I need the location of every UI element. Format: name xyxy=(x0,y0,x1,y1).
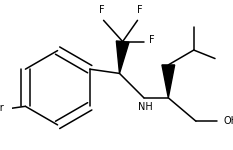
Polygon shape xyxy=(116,41,129,73)
Text: NH: NH xyxy=(137,102,152,112)
Polygon shape xyxy=(162,65,175,98)
Text: OH: OH xyxy=(223,116,233,126)
Text: Br: Br xyxy=(0,103,3,113)
Text: F: F xyxy=(99,5,104,15)
Text: F: F xyxy=(137,5,142,15)
Text: F: F xyxy=(149,35,155,45)
